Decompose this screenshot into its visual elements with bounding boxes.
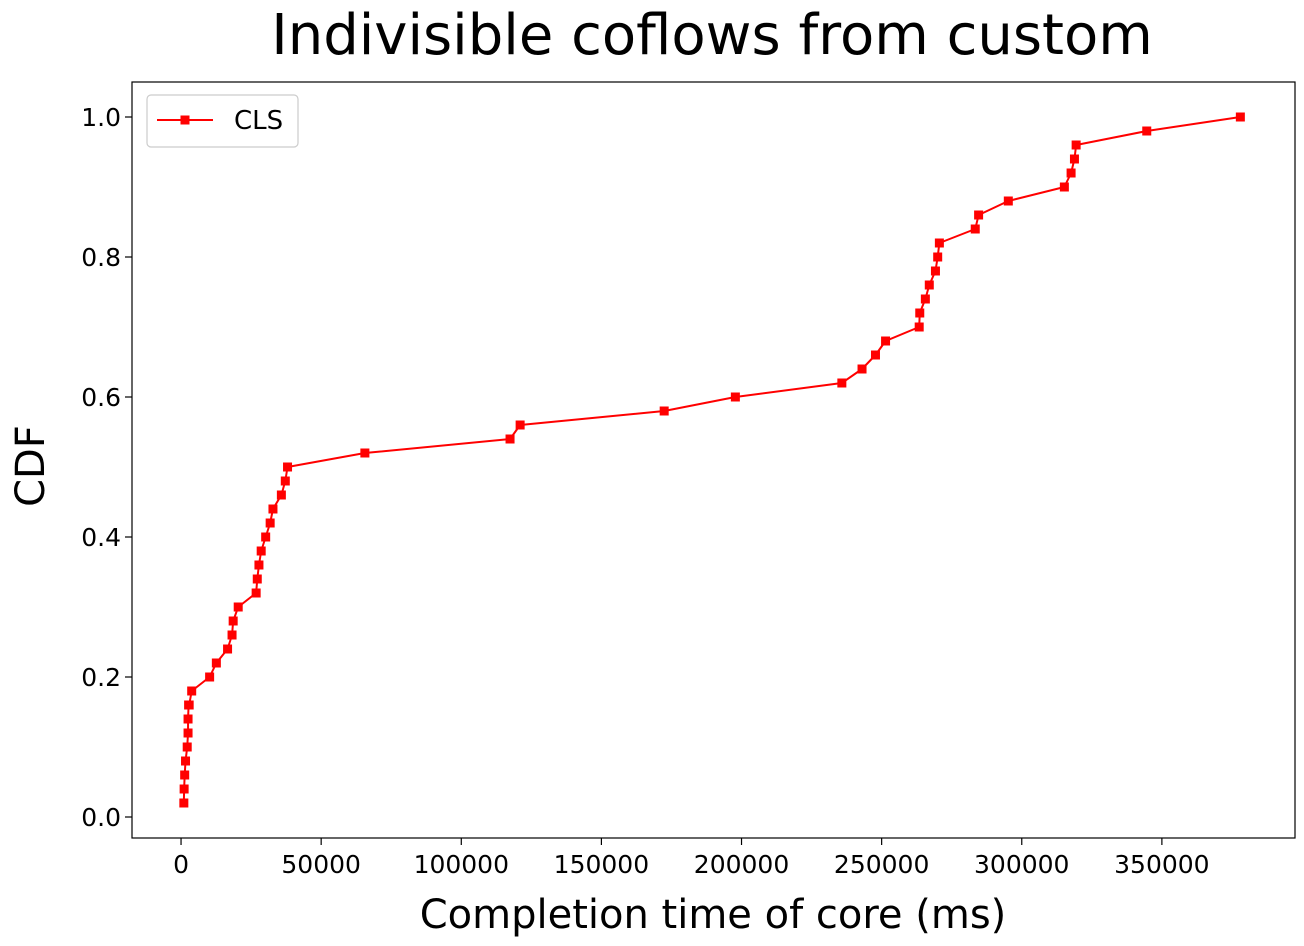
x-tick-label: 150000: [554, 850, 649, 879]
x-tick-label: 200000: [694, 850, 789, 879]
legend-frame: [146, 94, 299, 148]
data-point: [933, 252, 943, 262]
series-layer: [179, 112, 1245, 808]
x-axis-label: Completion time of core (ms): [420, 892, 1007, 938]
y-tick-label: 0.0: [81, 803, 121, 832]
series-cls: [179, 112, 1245, 808]
series-line: [182, 116, 1241, 804]
data-point: [837, 378, 847, 388]
data-point: [205, 672, 215, 682]
data-point: [515, 420, 525, 430]
data-point: [1066, 168, 1076, 178]
x-tick-label: 300000: [974, 850, 1069, 879]
data-point: [920, 294, 930, 304]
x-tick-label: 250000: [834, 850, 929, 879]
y-tick-label: 0.6: [81, 383, 121, 412]
data-point: [280, 476, 290, 486]
data-point: [233, 602, 243, 612]
data-point: [914, 322, 924, 332]
data-point: [256, 546, 266, 556]
x-tick-label: 100000: [414, 850, 509, 879]
data-point: [265, 518, 275, 528]
x-tick-label: 50000: [281, 850, 361, 879]
data-point: [228, 616, 238, 626]
data-point: [974, 210, 984, 220]
y-tick-label: 1.0: [81, 103, 121, 132]
data-point: [870, 350, 880, 360]
legend-marker-swatch: [180, 115, 190, 125]
data-point: [1059, 182, 1069, 192]
data-point: [881, 336, 891, 346]
data-point: [181, 756, 191, 766]
y-tick-label: 0.4: [81, 523, 121, 552]
data-point: [1071, 140, 1081, 150]
data-point: [924, 280, 934, 290]
data-point: [180, 770, 190, 780]
y-axis-label: CDF: [8, 425, 54, 507]
legend-label: CLS: [234, 106, 283, 136]
data-point: [934, 238, 944, 248]
data-point: [659, 406, 669, 416]
data-point: [1142, 126, 1152, 136]
data-point: [179, 798, 189, 808]
data-point: [970, 224, 980, 234]
data-point: [360, 448, 370, 458]
data-point: [857, 364, 867, 374]
data-point: [184, 700, 194, 710]
x-tick-label: 350000: [1114, 850, 1209, 879]
data-point: [252, 574, 262, 584]
data-point: [930, 266, 940, 276]
data-point: [915, 308, 925, 318]
data-point: [283, 462, 293, 472]
chart-title: Indivisible coflows from custom: [271, 3, 1153, 68]
data-point: [211, 658, 221, 668]
data-point: [251, 588, 261, 598]
data-point: [276, 490, 286, 500]
y-tick-label: 0.2: [81, 663, 121, 692]
data-point: [1069, 154, 1079, 164]
data-point: [268, 504, 278, 514]
data-point: [505, 434, 515, 444]
data-point: [179, 784, 189, 794]
plot-area-frame: [131, 81, 1296, 839]
x-tick-label: 0: [173, 850, 189, 879]
axis-ticks: 0 50000 100000 150000 200000 250000 300000 3500…: [81, 103, 1209, 879]
data-point: [261, 532, 271, 542]
data-point: [183, 714, 193, 724]
data-point: [254, 560, 264, 570]
data-point: [1235, 112, 1245, 122]
data-point: [730, 392, 740, 402]
data-point: [182, 742, 192, 752]
data-point: [1003, 196, 1013, 206]
data-point: [187, 686, 197, 696]
data-point: [227, 630, 237, 640]
y-tick-label: 0.8: [81, 243, 121, 272]
data-point: [183, 728, 193, 738]
data-point: [223, 644, 233, 654]
legend: CLS: [146, 94, 299, 148]
